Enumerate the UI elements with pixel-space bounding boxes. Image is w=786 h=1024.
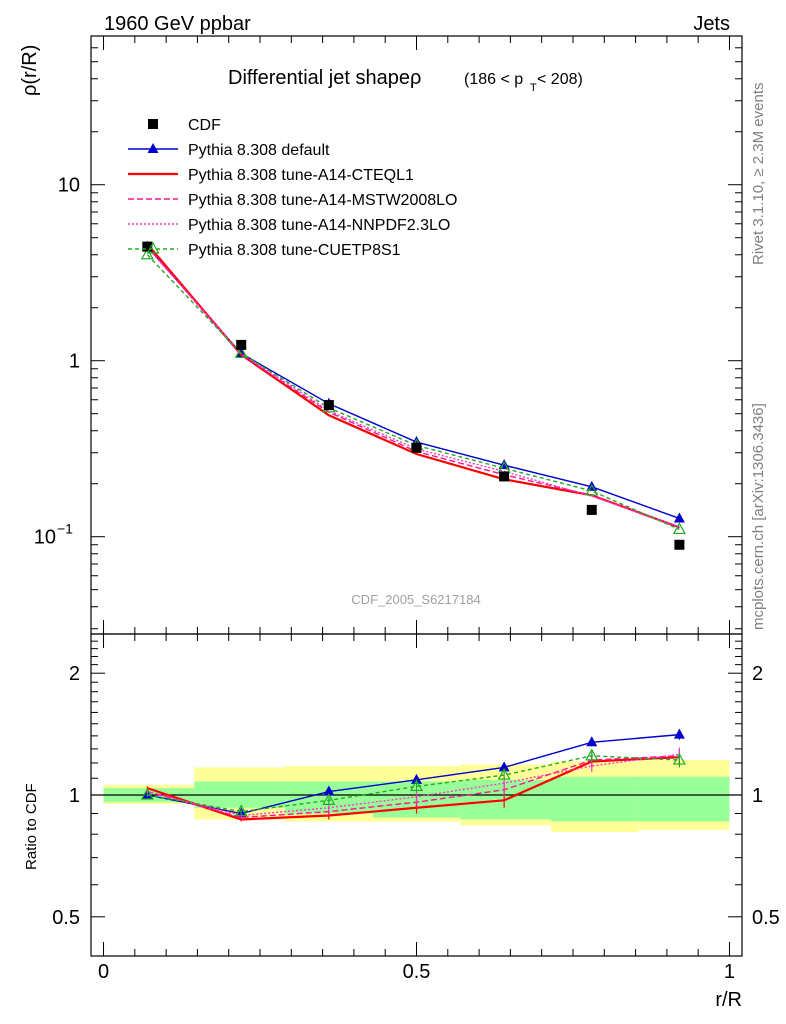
- series-data: [142, 241, 685, 550]
- ratio-x-tick-label: 1: [724, 961, 735, 983]
- header-right-label: Jets: [693, 13, 730, 35]
- ratio-y-tick-label: 0.5: [52, 907, 80, 929]
- title-range-start: (186 < p: [464, 71, 523, 88]
- ratio-y-tick-label-right: 0.5: [752, 907, 780, 929]
- ratio-point-cuetp8s1: [672, 752, 686, 765]
- point-cuetp8s1: [234, 346, 248, 359]
- ratio-point-default: [323, 785, 335, 796]
- legend-label-mstw: Pythia 8.308 tune-A14-MSTW2008LO: [188, 192, 457, 209]
- mcplots-reference-label: mcplots.cern.ch [arXiv:1306.3436]: [750, 403, 767, 630]
- point-data: [236, 339, 247, 350]
- ratio-series-cuetp8s1: [140, 748, 686, 817]
- series-line-cteql1: [146, 243, 680, 529]
- main-y-tick-label: 1: [69, 351, 80, 373]
- series-line-mstw: [146, 246, 680, 529]
- main-y-axis-label: ρ(r/R): [19, 45, 41, 96]
- legend-label-data: CDF: [188, 117, 221, 134]
- series-mstw: [146, 246, 680, 529]
- legend-label-cuetp8s1: Pythia 8.308 tune-CUETP8S1: [188, 242, 401, 259]
- series-line-default: [146, 246, 680, 520]
- chart-title: Differential jet shapeρ: [228, 67, 421, 89]
- main-y-tick-label-exponent: −1: [57, 521, 73, 537]
- point-data: [586, 504, 597, 515]
- ratio-point-cuetp8s1: [497, 767, 511, 780]
- title-range-end: < 208): [537, 71, 583, 88]
- legend-marker-cuetp8s1: [146, 241, 160, 254]
- point-data: [674, 539, 685, 550]
- ratio-x-tick-label: 0.5: [403, 961, 431, 983]
- series-nnpdf: [146, 247, 680, 528]
- analysis-watermark: CDF_2005_S6217184: [351, 592, 480, 607]
- x-axis-label: r/R: [715, 989, 742, 1011]
- ratio-point-cuetp8s1: [585, 748, 599, 761]
- ratio-y-tick-label-right: 1: [752, 785, 763, 807]
- main-y-tick-label: 10: [58, 175, 80, 197]
- point-data: [142, 241, 153, 252]
- point-data: [499, 471, 510, 482]
- ratio-point-default: [498, 761, 510, 772]
- point-default: [673, 512, 685, 523]
- legend-label-nnpdf: Pythia 8.308 tune-A14-NNPDF2.3LO: [188, 217, 450, 234]
- point-cuetp8s1: [585, 483, 599, 496]
- legend-marker-data: [148, 119, 158, 129]
- header-left-label: 1960 GeV ppbar: [104, 13, 251, 35]
- ratio-y-axis-label: Ratio to CDF: [23, 783, 40, 870]
- ratio-point-default: [411, 773, 422, 784]
- legend-marker-default: [147, 143, 159, 153]
- ratio-point-cuetp8s1: [234, 804, 248, 817]
- ratio-point-cuetp8s1: [409, 779, 424, 792]
- point-cuetp8s1: [140, 247, 154, 260]
- legend-label-cteql1: Pythia 8.308 tune-A14-CTEQL1: [188, 167, 414, 184]
- rivet-version-label: Rivet 3.1.10, ≥ 2.3M events: [750, 83, 767, 266]
- series-cteql1: [146, 243, 680, 529]
- ratio-point-default: [673, 728, 685, 739]
- ratio-point-cuetp8s1: [322, 793, 336, 805]
- series-line-cuetp8s1: [146, 254, 680, 531]
- point-data: [411, 442, 422, 453]
- ratio-band-inner: [551, 776, 639, 822]
- series-default: [141, 240, 685, 523]
- ratio-band-inner: [638, 776, 730, 822]
- ratio-plot-panel: 0.5 0.5 1 1 2 2 0 0.5 1: [52, 633, 780, 983]
- ratio-point-cuetp8s1: [140, 787, 154, 800]
- ratio-y-tick-label: 1: [69, 785, 80, 807]
- ratio-x-tick-label: 0: [98, 961, 109, 983]
- point-data: [323, 400, 334, 411]
- ratio-y-tick-label: 2: [69, 663, 80, 685]
- title-range-subscript: T: [530, 82, 537, 94]
- main-y-tick-label: 10: [34, 527, 56, 549]
- point-cuetp8s1: [672, 522, 686, 535]
- legend: CDF Pythia 8.308 default Pythia 8.308 tune…: [128, 117, 457, 259]
- ratio-point-default: [586, 736, 598, 747]
- series-line-nnpdf: [146, 247, 680, 528]
- ratio-y-tick-label-right: 2: [752, 663, 763, 685]
- legend-label-default: Pythia 8.308 default: [188, 142, 330, 159]
